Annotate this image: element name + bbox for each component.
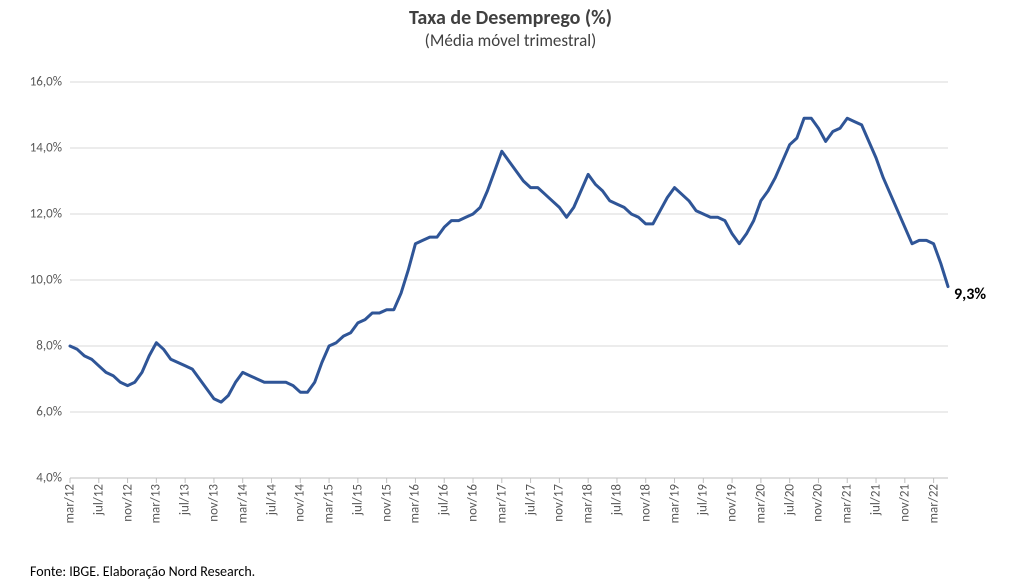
chart-container: Taxa de Desemprego (%) (Média móvel trim…	[0, 0, 1021, 588]
y-tick-label: 12,0%	[30, 207, 62, 222]
x-tick-label: mar/13	[149, 484, 164, 523]
chart-subtitle: (Média móvel trimestral)	[0, 30, 1021, 51]
x-tick-label: jul/14	[264, 484, 279, 515]
x-tick-label: mar/20	[753, 484, 768, 523]
y-tick-label: 10,0%	[30, 273, 62, 288]
x-tick-label: mar/22	[926, 484, 941, 523]
x-tick-label: jul/15	[350, 484, 365, 515]
x-tick-label: nov/17	[552, 484, 567, 522]
x-tick-label: jul/18	[609, 484, 624, 515]
series-line	[70, 118, 948, 402]
x-tick-label: nov/13	[206, 484, 221, 522]
x-tick-label: jul/12	[91, 484, 106, 515]
y-tick-label: 8,0%	[36, 339, 62, 354]
x-tick-label: jul/21	[869, 484, 884, 515]
x-tick-label: jul/20	[782, 484, 797, 515]
x-tick-label: nov/12	[120, 484, 135, 522]
y-tick-label: 16,0%	[30, 75, 62, 90]
x-tick-label: mar/18	[581, 484, 596, 523]
source-text: Fonte: IBGE. Elaboração Nord Research.	[30, 563, 255, 580]
x-tick-label: mar/17	[494, 484, 509, 523]
x-tick-label: nov/20	[811, 484, 826, 522]
x-tick-label: nov/21	[897, 484, 912, 522]
x-tick-label: nov/16	[466, 484, 481, 522]
plot-area: 9,3% 4,0%6,0%8,0%10,0%12,0%14,0%16,0%mar…	[70, 82, 948, 478]
x-tick-label: nov/18	[638, 484, 653, 522]
y-tick-label: 6,0%	[36, 405, 62, 420]
endpoint-label: 9,3%	[954, 285, 986, 304]
x-tick-label: nov/14	[293, 484, 308, 522]
x-tick-label: jul/17	[523, 484, 538, 515]
x-tick-label: jul/16	[437, 484, 452, 515]
x-tick-label: mar/12	[63, 484, 78, 523]
x-tick-label: mar/14	[235, 484, 250, 523]
chart-svg	[70, 82, 948, 478]
x-tick-label: jul/13	[178, 484, 193, 515]
x-tick-label: mar/21	[840, 484, 855, 523]
x-tick-label: mar/15	[322, 484, 337, 523]
x-tick-label: jul/19	[696, 484, 711, 515]
chart-title: Taxa de Desemprego (%)	[0, 6, 1021, 30]
y-tick-label: 14,0%	[30, 141, 62, 156]
x-tick-label: mar/19	[667, 484, 682, 523]
x-tick-label: nov/15	[379, 484, 394, 522]
x-tick-label: mar/16	[408, 484, 423, 523]
x-tick-label: nov/19	[725, 484, 740, 522]
title-block: Taxa de Desemprego (%) (Média móvel trim…	[0, 6, 1021, 51]
y-tick-label: 4,0%	[36, 471, 62, 486]
